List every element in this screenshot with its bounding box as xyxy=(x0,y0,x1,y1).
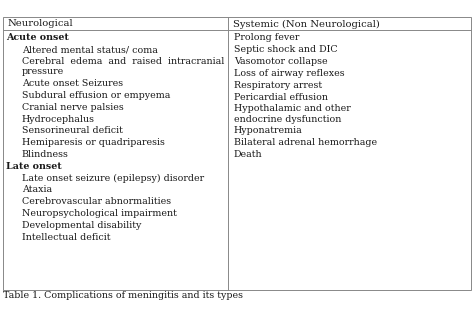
Text: Altered mental status/ coma: Altered mental status/ coma xyxy=(22,45,158,54)
Bar xyxy=(3,17,471,290)
Text: Neurological: Neurological xyxy=(7,19,73,28)
Text: Septic shock and DIC: Septic shock and DIC xyxy=(234,45,337,54)
Text: Cerebrovascular abnormalities: Cerebrovascular abnormalities xyxy=(22,197,171,206)
Text: Hemiparesis or quadriparesis: Hemiparesis or quadriparesis xyxy=(22,138,165,147)
Text: Cranial nerve palsies: Cranial nerve palsies xyxy=(22,103,124,112)
Text: Death: Death xyxy=(234,150,263,159)
Text: Hydrocephalus: Hydrocephalus xyxy=(22,115,95,124)
Text: Subdural effusion or empyema: Subdural effusion or empyema xyxy=(22,91,170,100)
Text: Neuropsychological impairment: Neuropsychological impairment xyxy=(22,209,177,218)
Text: Acute onset Seizures: Acute onset Seizures xyxy=(22,79,123,88)
Text: Loss of airway reflexes: Loss of airway reflexes xyxy=(234,69,345,78)
Text: endocrine dysfunction: endocrine dysfunction xyxy=(234,115,341,124)
Text: Cerebral  edema  and  raised  intracranial: Cerebral edema and raised intracranial xyxy=(22,57,224,66)
Text: Developmental disability: Developmental disability xyxy=(22,221,141,230)
Text: Blindness: Blindness xyxy=(22,150,69,159)
Text: Bilateral adrenal hemorrhage: Bilateral adrenal hemorrhage xyxy=(234,138,377,147)
Text: Intellectual deficit: Intellectual deficit xyxy=(22,233,110,242)
Text: Hyponatremia: Hyponatremia xyxy=(234,126,303,135)
Text: Ataxia: Ataxia xyxy=(22,186,52,194)
Text: Late onset: Late onset xyxy=(6,162,62,171)
Text: pressure: pressure xyxy=(22,67,64,76)
Text: Prolong fever: Prolong fever xyxy=(234,33,300,42)
Text: Sensorineural deficit: Sensorineural deficit xyxy=(22,126,123,135)
Text: Pericardial effusion: Pericardial effusion xyxy=(234,92,328,101)
Text: Systemic (Non Neurological): Systemic (Non Neurological) xyxy=(233,19,380,29)
Text: Late onset seizure (epilepsy) disorder: Late onset seizure (epilepsy) disorder xyxy=(22,174,204,183)
Text: Hypothalamic and other: Hypothalamic and other xyxy=(234,104,351,113)
Text: Vasomotor collapse: Vasomotor collapse xyxy=(234,57,328,66)
Text: Acute onset: Acute onset xyxy=(6,33,69,42)
Text: Table 1. Complications of meningitis and its types: Table 1. Complications of meningitis and… xyxy=(3,291,243,300)
Text: Respiratory arrest: Respiratory arrest xyxy=(234,81,322,90)
